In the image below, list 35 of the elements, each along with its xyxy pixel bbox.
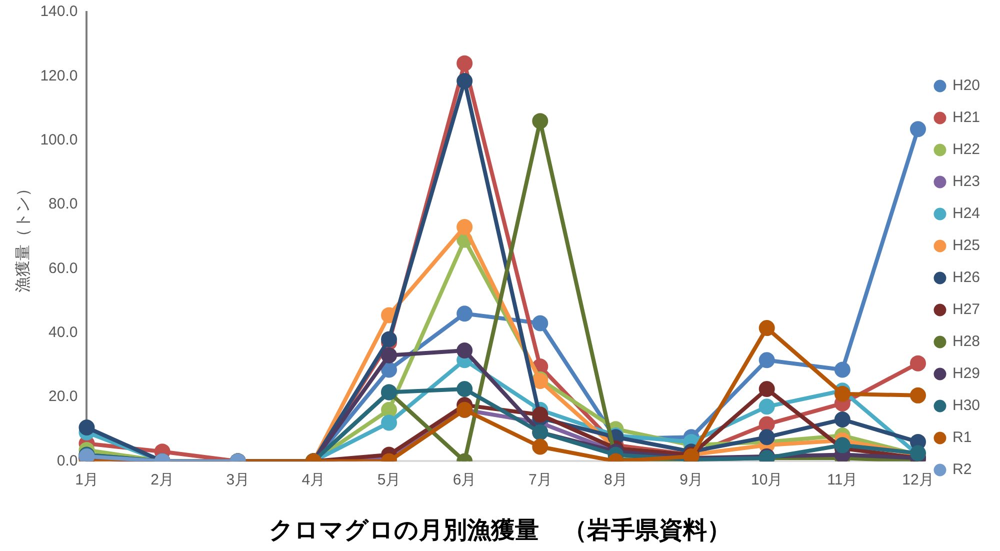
x-tick-label: 5月 [377, 471, 401, 488]
legend-label: H30 [952, 397, 980, 414]
y-tick-label: 100.0 [40, 131, 78, 148]
legend-label: R2 [952, 461, 972, 478]
legend-label: H29 [952, 365, 980, 382]
y-tick-label: 80.0 [48, 196, 78, 213]
x-tick-label: 10月 [751, 471, 783, 488]
legend-label: H23 [952, 173, 980, 190]
legend-label: H21 [952, 109, 980, 126]
y-tick-label: 40.0 [48, 324, 78, 341]
x-tick-label: 7月 [528, 471, 552, 488]
legend-label: H22 [952, 141, 980, 158]
x-tick-label: 8月 [604, 471, 628, 488]
legend-label: H24 [952, 205, 980, 222]
y-axis-title: 漁獲量（トン） [15, 180, 32, 293]
x-tick-label: 2月 [150, 471, 174, 488]
y-tick-label: 140.0 [40, 3, 78, 20]
legend-label: H27 [952, 301, 980, 318]
y-tick-label: 120.0 [40, 67, 78, 84]
legend-label: R1 [952, 429, 972, 446]
legend-label: H28 [952, 333, 980, 350]
x-tick-label: 6月 [452, 471, 476, 488]
x-tick-label: 1月 [75, 471, 98, 488]
x-tick-label: 9月 [680, 471, 703, 488]
y-tick-label: 20.0 [48, 388, 78, 406]
text: クロマグロの月別漁獲量 （岩手県資料） [269, 517, 731, 544]
x-tick-label: 11月 [827, 471, 858, 488]
legend-label: H26 [952, 269, 980, 286]
y-tick-label: 0.0 [56, 452, 78, 470]
y-tick-label: 60.0 [48, 260, 78, 277]
x-tick-label: 4月 [302, 471, 326, 488]
legend-label: H25 [952, 237, 980, 254]
x-tick-label: 12月 [902, 471, 934, 488]
x-tick-label: 3月 [226, 471, 250, 488]
legend-label: H20 [952, 77, 980, 94]
